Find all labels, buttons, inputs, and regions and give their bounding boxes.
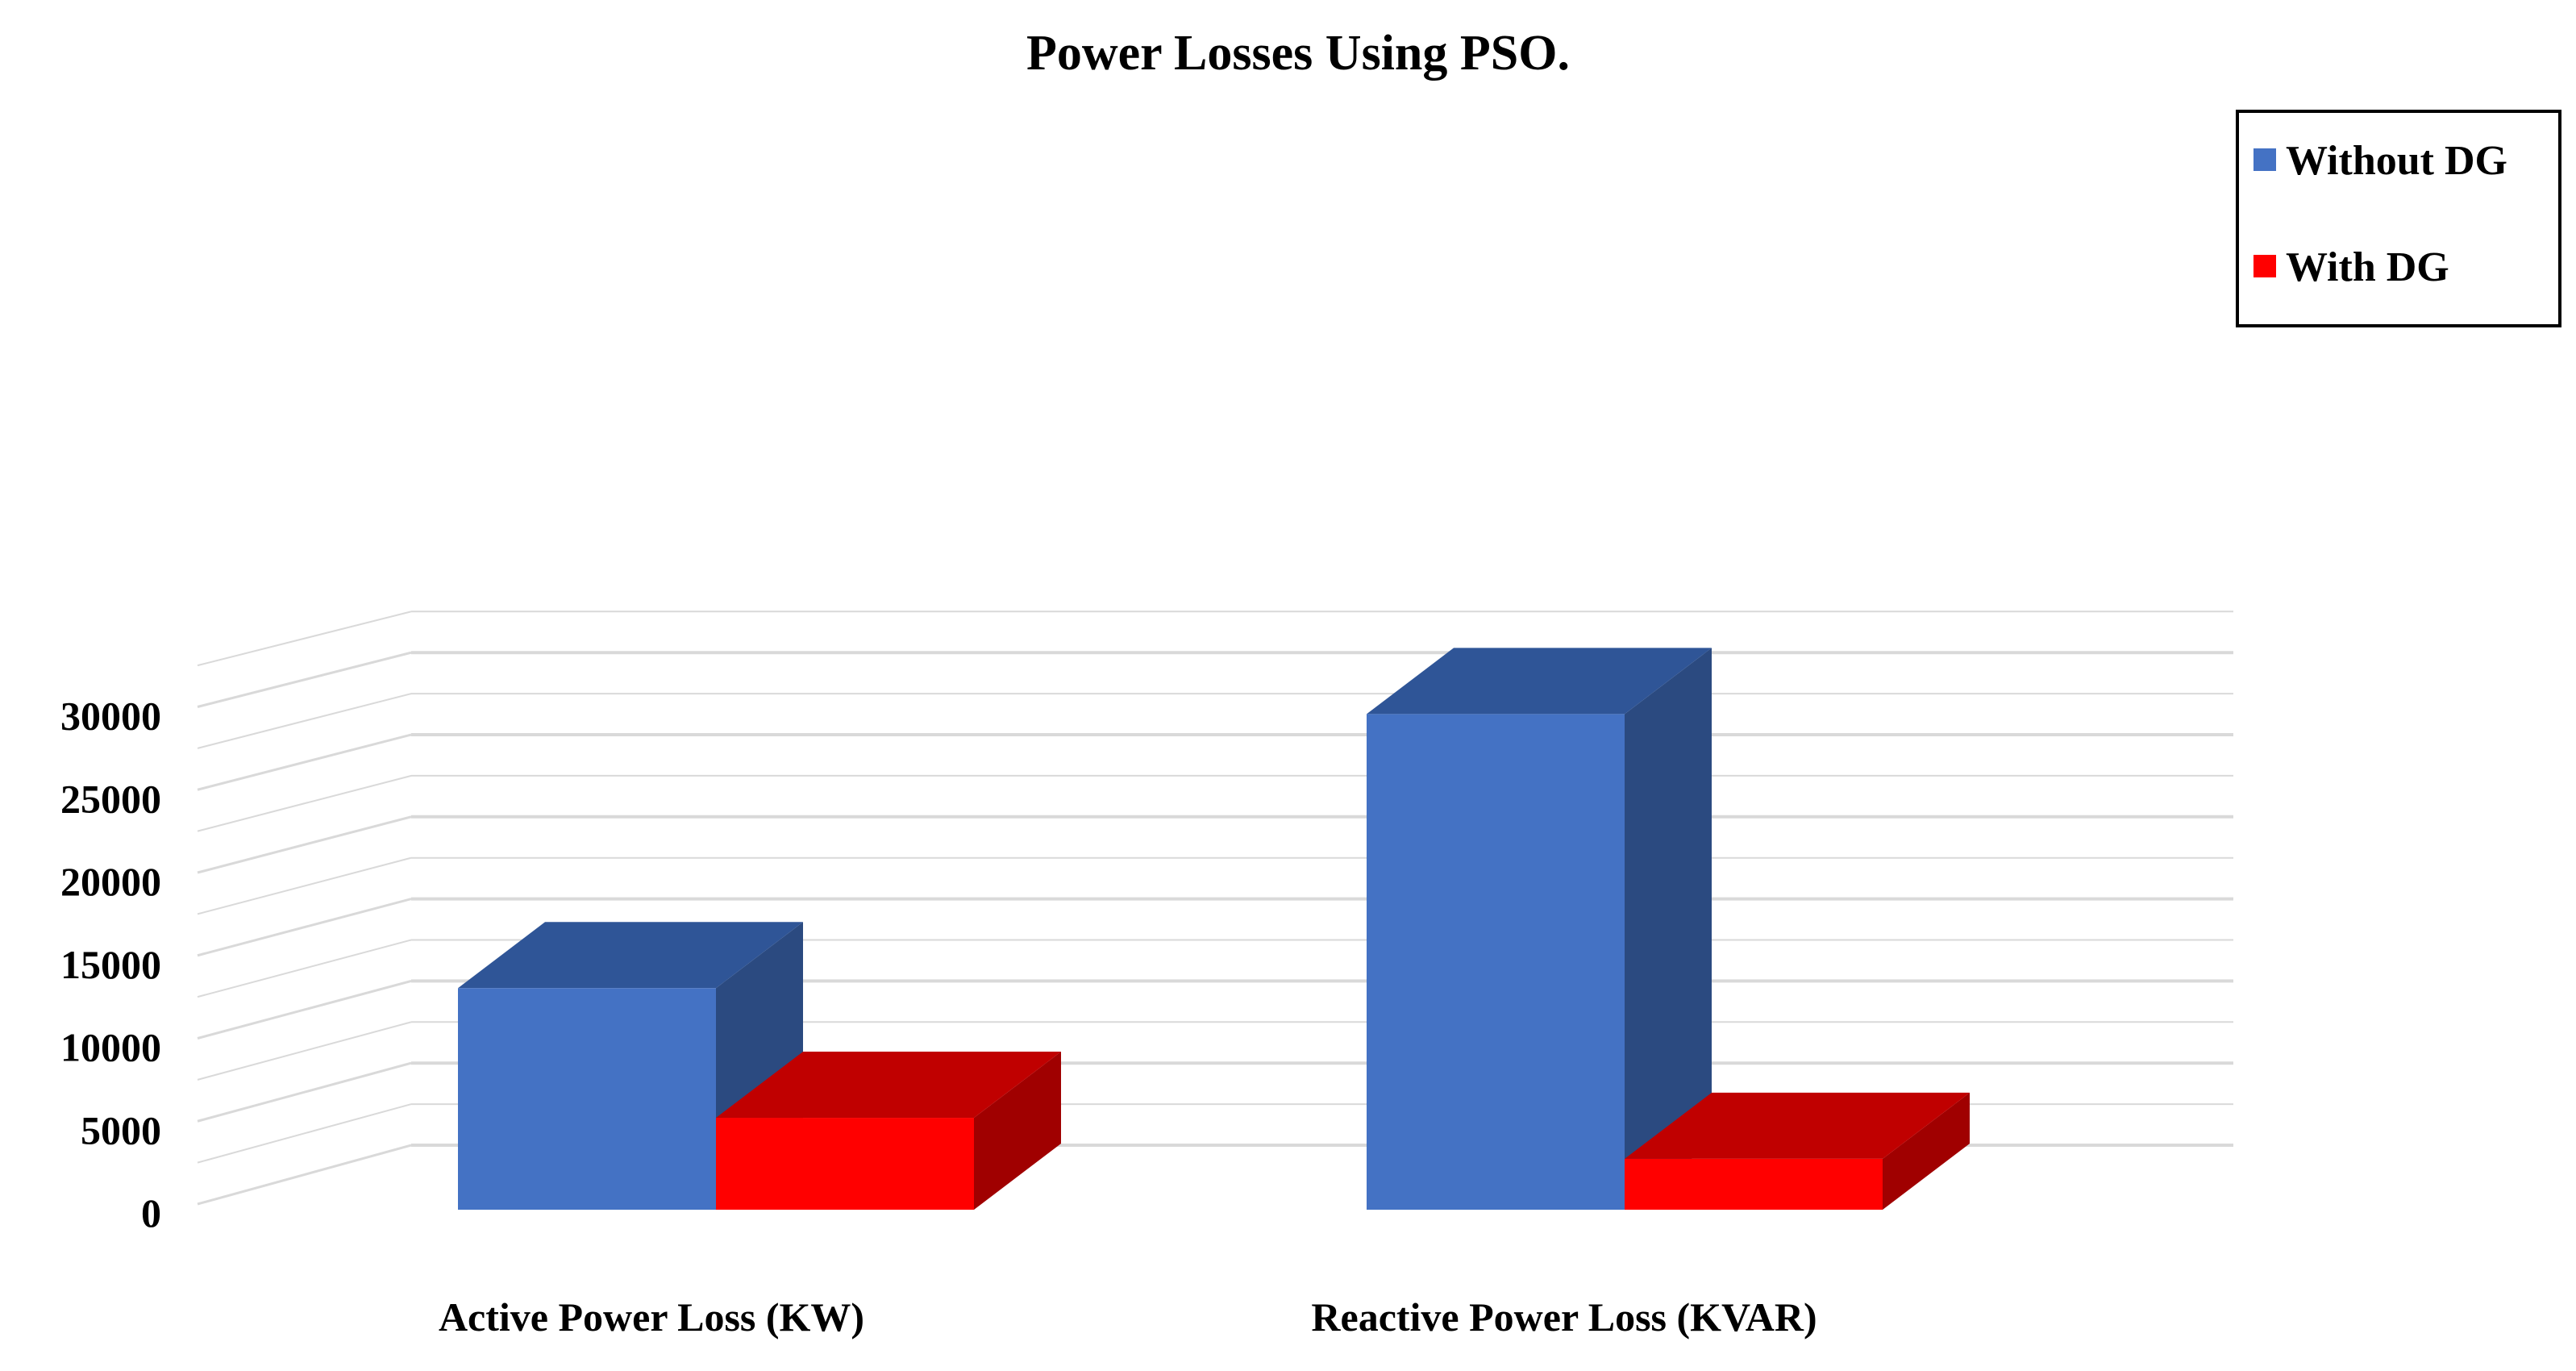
y-tick-label: 0 [141,1190,161,1236]
bar-with-dg [1625,1092,1970,1210]
bar-without-dg [1367,648,1712,1210]
gridline-side [197,733,412,791]
x-axis-category-labels: Active Power Loss (KW) Reactive Power Los… [439,1294,1817,1340]
gridline-side [197,651,412,708]
gridline-side [197,1021,412,1081]
legend-label-with-dg: With DG [2286,244,2449,290]
bar-side-face [1625,648,1712,1210]
gridline-side [197,898,412,957]
y-tick-label: 25000 [60,776,161,821]
legend-frame [2236,110,2561,327]
y-tick-label: 30000 [60,694,161,739]
gridline-side [197,1061,412,1123]
gridline-side [197,1144,412,1206]
x-category-label: Active Power Loss (KW) [439,1294,864,1340]
gridline-side [197,939,412,998]
y-axis-tick-labels: 0 5000 10000 15000 20000 25000 30000 [60,694,161,1236]
gridline-side [197,774,412,832]
bar-with-dg [716,1052,1061,1210]
legend-swatch-without-dg [2253,148,2276,171]
bar-top-face [1367,648,1712,715]
legend: Without DG With DG [2236,110,2561,327]
gridline-side [197,610,412,667]
x-category-label: Reactive Power Loss (KVAR) [1311,1294,1817,1340]
gridline-side [197,815,412,874]
gridline-side [197,1103,412,1164]
y-tick-label: 15000 [60,942,161,987]
legend-swatch-with-dg [2253,255,2276,277]
bars [458,648,1970,1210]
bar-side-face [974,1052,1061,1210]
gridline-side [197,693,412,749]
y-tick-label: 10000 [60,1025,161,1070]
bar-front-face [716,1118,974,1210]
bar-top-face [1625,1092,1970,1159]
legend-label-without-dg: Without DG [2286,138,2507,184]
bar-front-face [1625,1158,1883,1210]
gridline-side [197,979,412,1040]
y-tick-label: 20000 [60,859,161,904]
bar-front-face [1367,714,1625,1210]
gridline-side [197,856,412,915]
bar-top-face [716,1052,1061,1119]
chart-title: Power Losses Using PSO. [1026,26,1570,81]
bar-front-face [458,988,716,1210]
bar-top-face [458,922,803,989]
bar-side-face [1883,1092,1970,1210]
y-tick-label: 5000 [81,1107,161,1152]
